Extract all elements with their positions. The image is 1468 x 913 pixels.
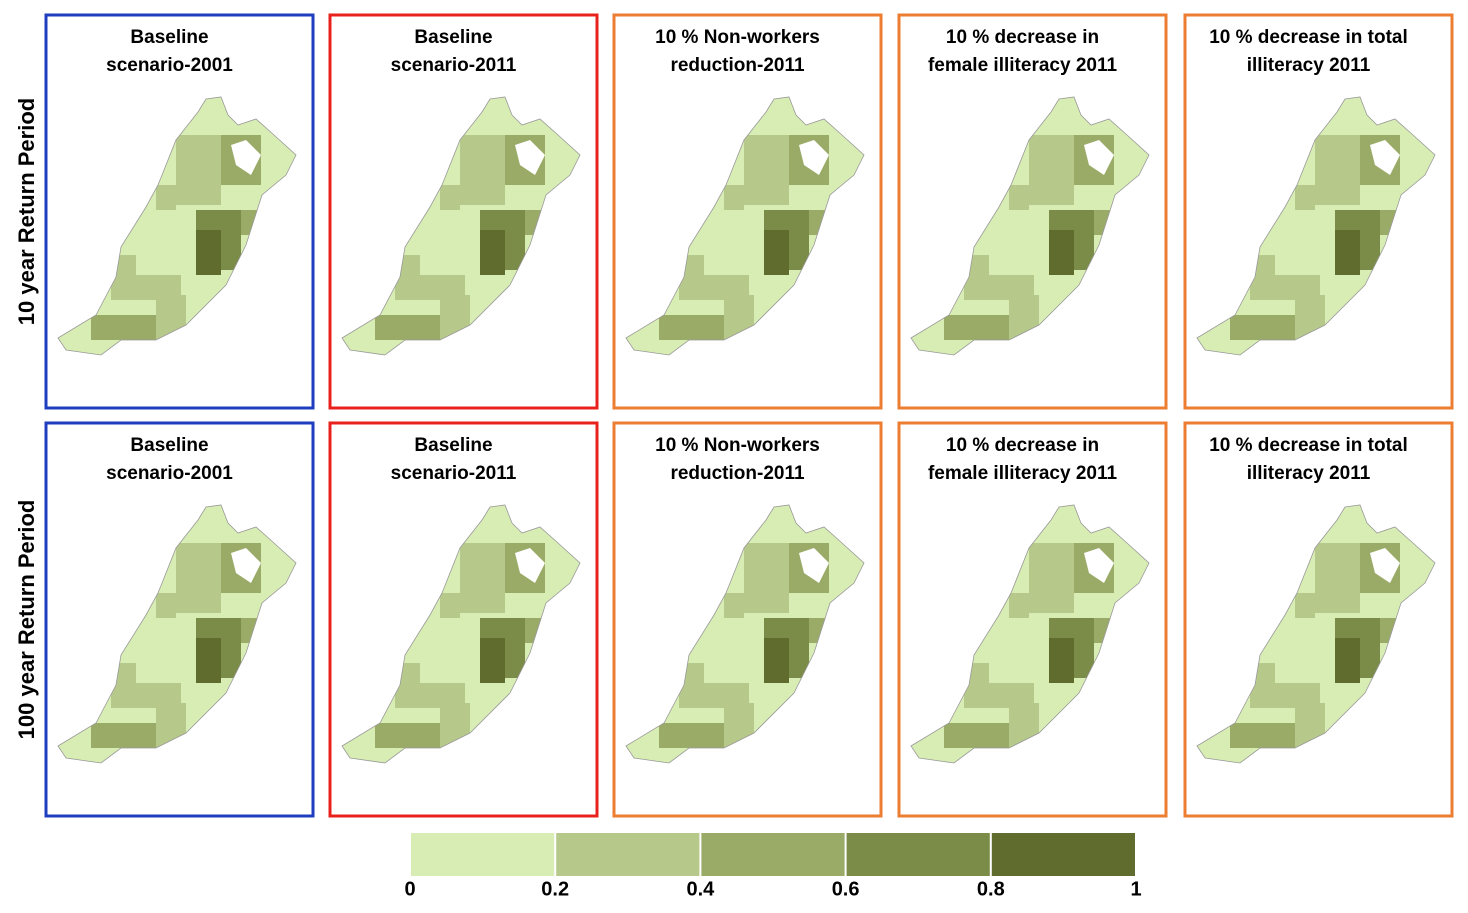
panel-title: scenario-2001 [106, 55, 233, 76]
legend-tick-label: 0.8 [977, 878, 1005, 900]
panel-frame [1183, 421, 1454, 818]
panel-title: Baseline [414, 27, 492, 48]
panel-title: 10 % decrease in [946, 27, 1099, 48]
panels: 10 year Return Period Baseline scenario-20… [14, 13, 1454, 818]
map-panel: 10 % Non-workers reduction-2011 [612, 421, 883, 818]
legend: 0 0.2 0.4 0.6 0.8 1 [404, 833, 1142, 900]
panel-title: Baseline [130, 27, 208, 48]
legend-tick-label: 0.2 [541, 878, 569, 900]
legend-tick-label: 1 [1130, 878, 1141, 900]
map [1185, 85, 1445, 365]
row-label: 100 year Return Period [14, 500, 39, 740]
map-panel: Baseline scenario-2011 [328, 13, 599, 410]
legend-swatch [990, 833, 1136, 876]
map-panel: 10 % decrease in total illiteracy 2011 [1183, 421, 1454, 818]
panel-frame [1183, 13, 1454, 410]
panel-title: 10 % decrease in [946, 435, 1099, 456]
map-panel: Baseline scenario-2001 [44, 13, 315, 410]
legend-swatch [845, 833, 991, 876]
map-panel: 10 % decrease in female illiteracy 2011 [897, 421, 1168, 818]
panel-title: scenario-2011 [391, 55, 517, 76]
panel-frame [328, 421, 599, 818]
panel-title: female illiteracy 2011 [928, 55, 1118, 76]
panel-title: Baseline [130, 435, 208, 456]
map-panel: Baseline scenario-2011 [328, 421, 599, 818]
legend-swatch [700, 833, 846, 876]
panel-title: female illiteracy 2011 [928, 463, 1118, 484]
legend-tick-label: 0.4 [686, 878, 715, 900]
map [614, 85, 874, 365]
panel-frame [897, 13, 1168, 410]
panel-title: scenario-2011 [391, 463, 517, 484]
panel-frame [897, 421, 1168, 818]
legend-tick-label: 0.6 [832, 878, 860, 900]
row-label: 10 year Return Period [14, 98, 39, 325]
panel-title: 10 % decrease in total [1209, 27, 1408, 48]
map-panel: Baseline scenario-2001 [44, 421, 315, 818]
map [1185, 493, 1445, 773]
map-panel: 10 % decrease in total illiteracy 2011 [1183, 13, 1454, 410]
panel-title: illiteracy 2011 [1247, 463, 1371, 484]
panel-title: 10 % Non-workers [655, 27, 820, 48]
map-panel: 10 % decrease in female illiteracy 2011 [897, 13, 1168, 410]
panel-frame [328, 13, 599, 410]
panel-title: Baseline [414, 435, 492, 456]
map [899, 493, 1159, 773]
panel-title: illiteracy 2011 [1247, 55, 1371, 76]
legend-swatch [555, 833, 701, 876]
panel-title: 10 % Non-workers [655, 435, 820, 456]
map [46, 493, 306, 773]
panel-title: scenario-2001 [106, 463, 233, 484]
map-panel: 10 % Non-workers reduction-2011 [612, 13, 883, 410]
map [614, 493, 874, 773]
panel-frame [612, 13, 883, 410]
panel-frame [44, 13, 315, 410]
panel-frame [612, 421, 883, 818]
map [46, 85, 306, 365]
panel-title: 10 % decrease in total [1209, 435, 1408, 456]
map [899, 85, 1159, 365]
map [330, 493, 590, 773]
legend-tick-label: 0 [404, 878, 415, 900]
panel-frame [44, 421, 315, 818]
panel-title: reduction-2011 [670, 55, 805, 76]
panel-title: reduction-2011 [670, 463, 805, 484]
map [330, 85, 590, 365]
legend-swatch [410, 833, 556, 876]
